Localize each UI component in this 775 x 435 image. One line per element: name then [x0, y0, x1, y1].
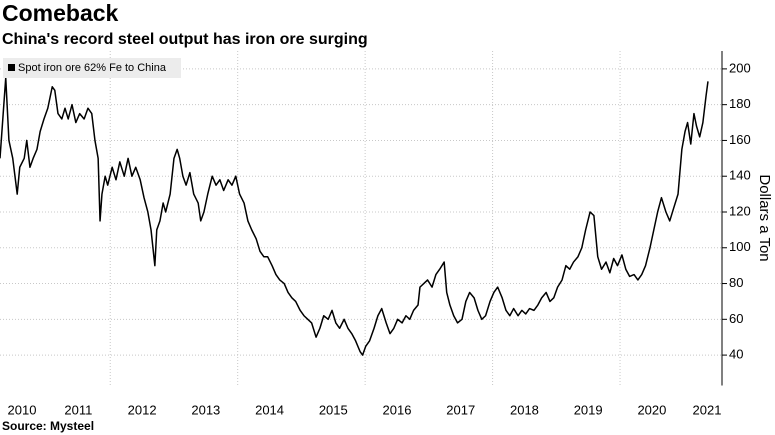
y-tick-label: 100	[729, 239, 751, 254]
y-axis-label: Dollars a Ton	[756, 174, 773, 261]
y-tick-label: 80	[729, 275, 743, 290]
legend-swatch	[8, 64, 15, 71]
x-tick-label: 2016	[383, 402, 412, 417]
x-tick-label: 2018	[510, 402, 539, 417]
x-tick-label: 2021	[693, 402, 722, 417]
x-tick-label: 2015	[319, 402, 348, 417]
legend: Spot iron ore 62% Fe to China	[3, 58, 181, 78]
data-line	[0, 77, 709, 356]
x-tick-label: 2020	[637, 402, 666, 417]
legend-background	[3, 58, 181, 78]
chart-title: Comeback	[2, 0, 119, 26]
x-tick-label: 2010	[8, 402, 37, 417]
x-tick-label: 2013	[191, 402, 220, 417]
y-tick-label: 120	[729, 203, 751, 218]
chart-subtitle: China's record steel output has iron ore…	[2, 31, 368, 48]
source-note: Source: Mysteel	[2, 419, 94, 433]
x-tick-label: 2019	[574, 402, 603, 417]
x-tick-label: 2012	[128, 402, 157, 417]
y-tick-label: 180	[729, 96, 751, 111]
y-tick-label: 160	[729, 132, 751, 147]
x-tick-label: 2011	[64, 402, 92, 417]
y-tick-label: 140	[729, 168, 751, 183]
y-tick-label: 60	[729, 311, 743, 326]
x-tick-label: 2017	[446, 402, 475, 417]
y-tick-label: 200	[729, 60, 751, 75]
legend-label: Spot iron ore 62% Fe to China	[18, 62, 167, 74]
y-tick-label: 40	[729, 347, 743, 362]
x-tick-label: 2014	[255, 402, 284, 417]
